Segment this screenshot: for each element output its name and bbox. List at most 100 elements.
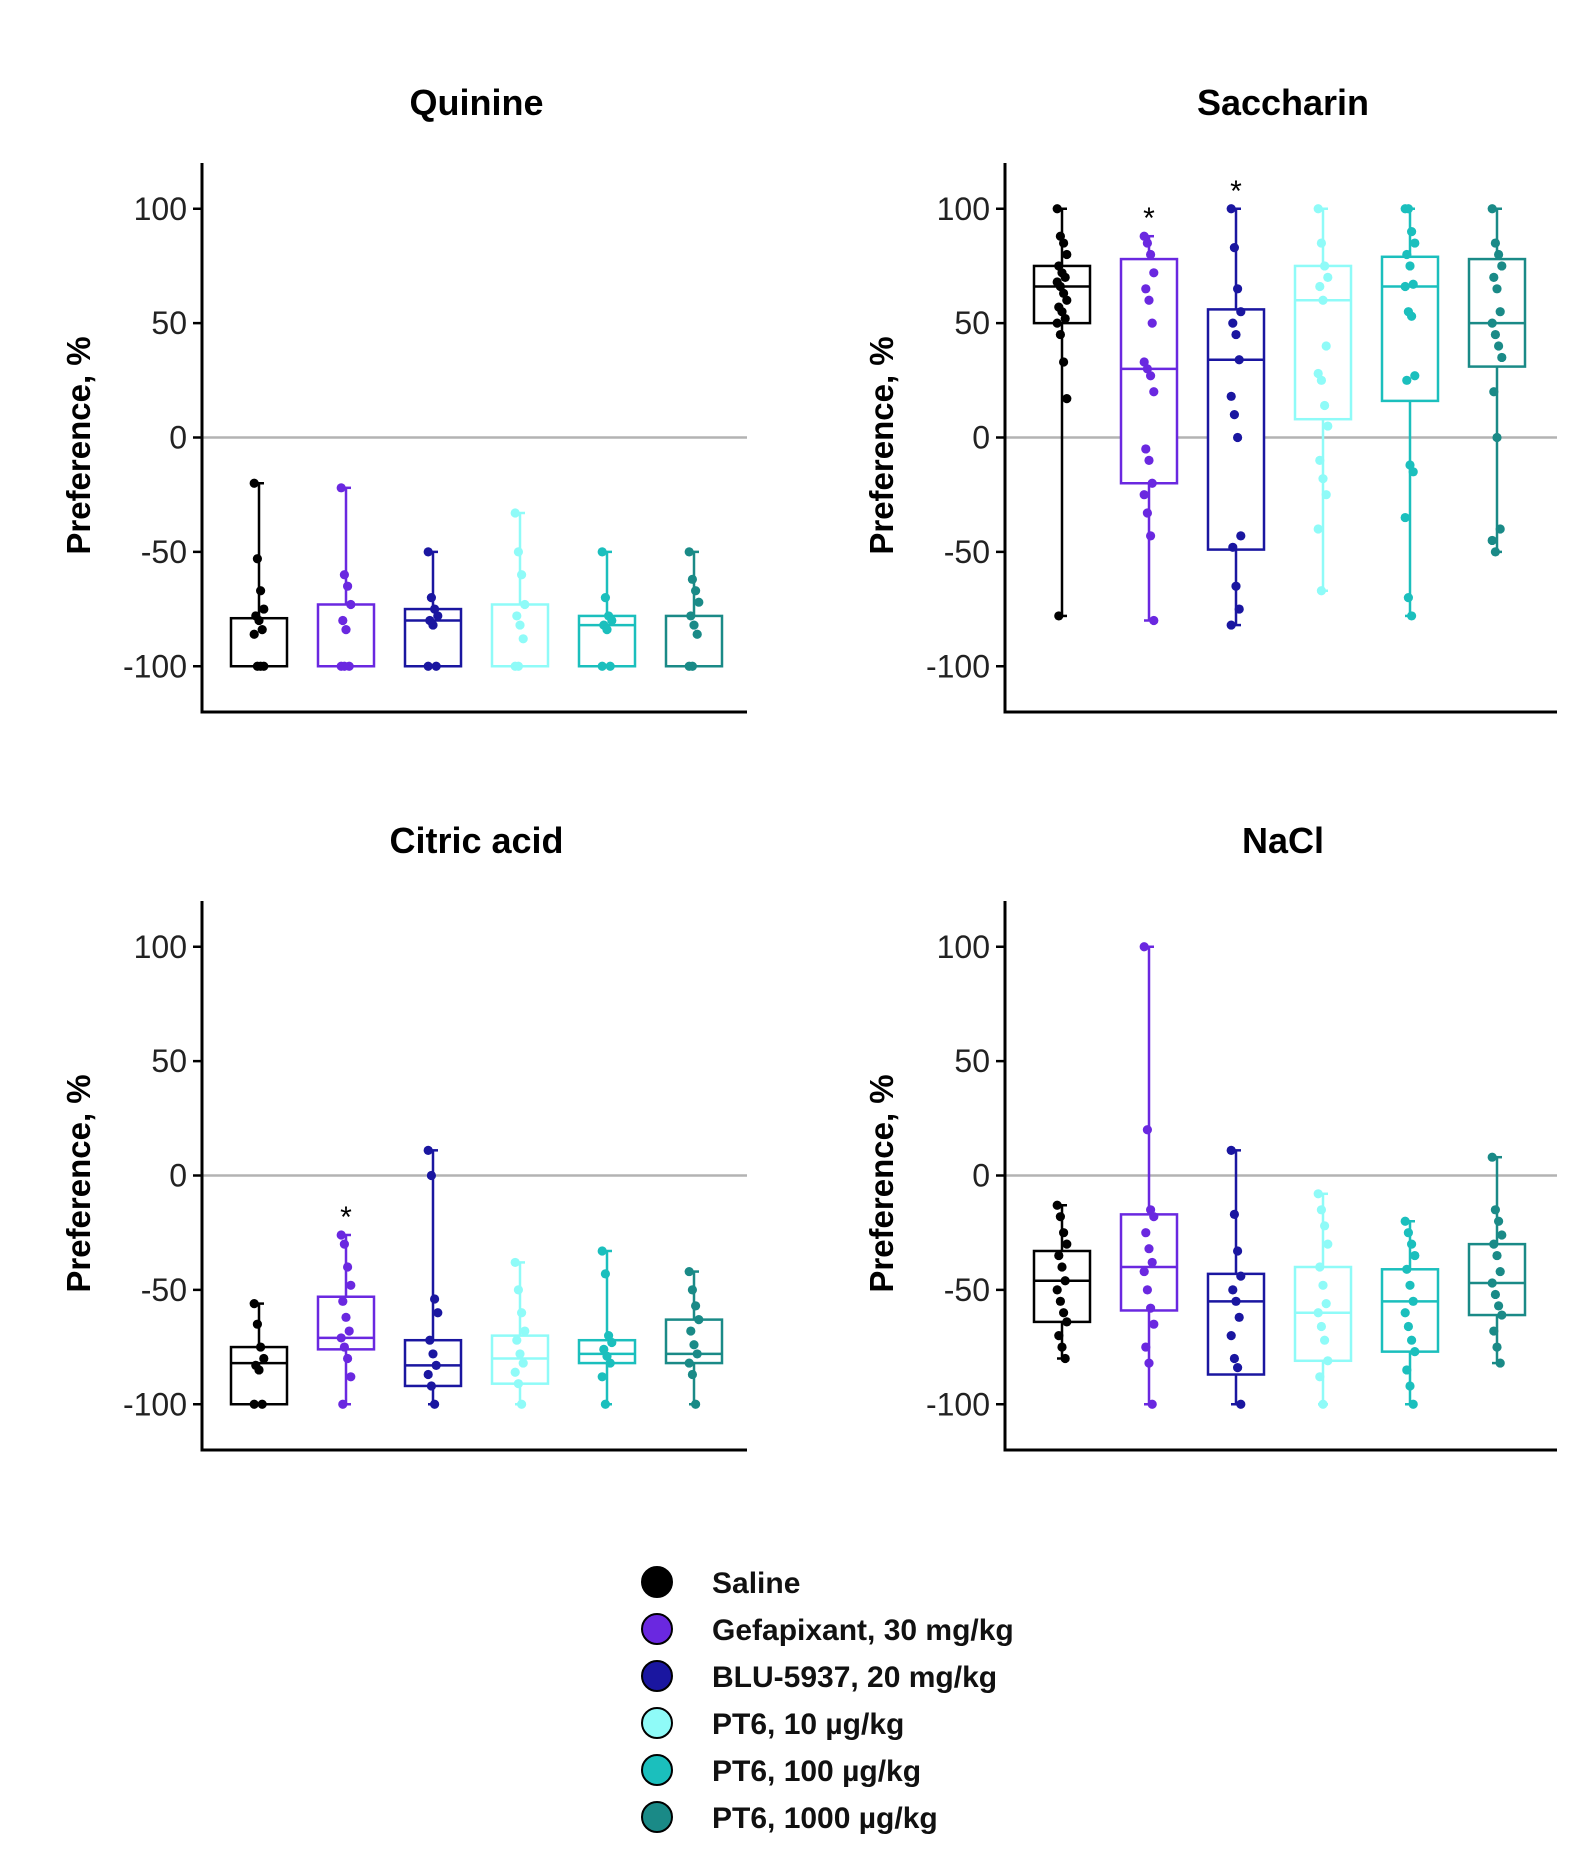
data-point [336, 1230, 346, 1240]
data-point [1146, 1303, 1156, 1313]
data-point [1492, 432, 1502, 443]
data-point [691, 1301, 701, 1311]
data-point [1057, 1262, 1067, 1272]
data-point [339, 570, 349, 580]
data-point [1231, 1296, 1241, 1306]
data-point [1236, 1271, 1246, 1281]
data-point [1402, 1264, 1412, 1274]
data-point [346, 1372, 356, 1382]
panel-citric-acid: Citric acid 100 50 0 -50 -100 Preference, % * [60, 820, 747, 1452]
data-point [1228, 1285, 1238, 1295]
data-point [1141, 284, 1151, 294]
data-point [1313, 1189, 1323, 1199]
data-point [1052, 1200, 1062, 1210]
data-point [431, 1360, 441, 1370]
data-point [1316, 586, 1326, 596]
box-pt6-1000-g-kg [664, 547, 724, 671]
data-point [1494, 1301, 1504, 1311]
data-point [1402, 1365, 1412, 1375]
y-axis-title: Preference, % [863, 1074, 900, 1292]
data-point [1059, 288, 1069, 298]
data-point [1403, 1321, 1413, 1332]
data-point [1055, 329, 1065, 340]
data-point [1144, 1244, 1154, 1254]
data-point [1492, 1342, 1502, 1352]
y-tick-label: 100 [134, 191, 187, 227]
data-point [1062, 295, 1072, 305]
data-point [1060, 272, 1070, 282]
data-point [605, 661, 615, 671]
y-axis-title: Preference, % [60, 336, 97, 554]
data-point [1141, 1228, 1151, 1238]
data-point [1231, 329, 1241, 340]
y-tick-label: 0 [169, 1158, 187, 1194]
data-point [249, 1299, 259, 1309]
box-pt6-10-g-kg [1293, 1189, 1353, 1409]
data-point [346, 599, 356, 610]
legend: Saline Gefapixant, 30 mg/kg BLU-5937, 20 m… [641, 1566, 1014, 1835]
data-point [1403, 1228, 1413, 1238]
data-point [1139, 490, 1149, 500]
legend-label: PT6, 1000 µg/kg [712, 1802, 938, 1835]
data-point [1236, 531, 1246, 541]
data-point [1142, 238, 1152, 248]
data-point [344, 1326, 354, 1336]
data-point [1142, 1285, 1152, 1295]
box-pt6-100-g-kg [577, 547, 637, 671]
data-point [510, 1367, 520, 1377]
data-point [512, 1335, 522, 1345]
data-point [1405, 261, 1415, 271]
data-point [1234, 1312, 1244, 1322]
data-point [597, 1372, 607, 1382]
y-tick-label: 50 [954, 305, 990, 341]
data-point [1139, 357, 1149, 367]
data-point [426, 593, 436, 603]
data-point [1149, 387, 1159, 397]
data-point [1141, 444, 1151, 454]
significance-star: * [1230, 175, 1242, 208]
panel-saccharin: Saccharin 100 50 0 -50 -100 Preference, % * * [863, 82, 1557, 714]
data-point [1149, 268, 1159, 278]
data-point [1494, 341, 1504, 351]
data-point [1315, 281, 1325, 292]
data-point [694, 597, 704, 607]
data-point [1316, 238, 1326, 248]
y-tick-label: 0 [169, 420, 187, 456]
data-point [510, 1257, 520, 1268]
legend-label: BLU-5937, 20 mg/kg [712, 1661, 997, 1694]
data-point [338, 1399, 348, 1409]
data-point [1142, 508, 1152, 518]
y-axis-title: Preference, % [60, 1074, 97, 1292]
box-pt6-1000-g-kg [1467, 204, 1527, 557]
data-point [1146, 531, 1156, 541]
y-axis-title: Preference, % [863, 336, 900, 554]
box-pt6-1000-g-kg [1467, 1152, 1527, 1368]
data-point [1229, 1353, 1239, 1364]
data-point [1490, 1205, 1500, 1215]
data-point [254, 1365, 264, 1375]
data-point [1489, 1239, 1499, 1249]
data-point [259, 604, 269, 614]
data-point [1497, 1310, 1507, 1320]
y-tick-label: 0 [972, 1158, 990, 1194]
significance-star: * [340, 1201, 352, 1234]
box-blu-5937-20-mg-kg [403, 547, 463, 671]
data-point [602, 1351, 612, 1361]
data-point [430, 1294, 440, 1304]
data-point [1144, 455, 1154, 465]
legend-swatch [641, 1707, 673, 1739]
data-point [339, 1239, 349, 1249]
data-point [1408, 1296, 1418, 1306]
data-point [256, 586, 266, 596]
data-point [1400, 512, 1410, 523]
data-point [1142, 364, 1152, 374]
data-point [256, 1342, 266, 1352]
data-point [426, 1381, 436, 1391]
data-point [1055, 1212, 1065, 1222]
data-point [1226, 1331, 1236, 1341]
data-point [1492, 284, 1502, 294]
data-point [1405, 1280, 1415, 1290]
data-point [513, 661, 524, 671]
data-point [1489, 387, 1499, 397]
box-pt6-10-g-kg [1293, 204, 1353, 596]
